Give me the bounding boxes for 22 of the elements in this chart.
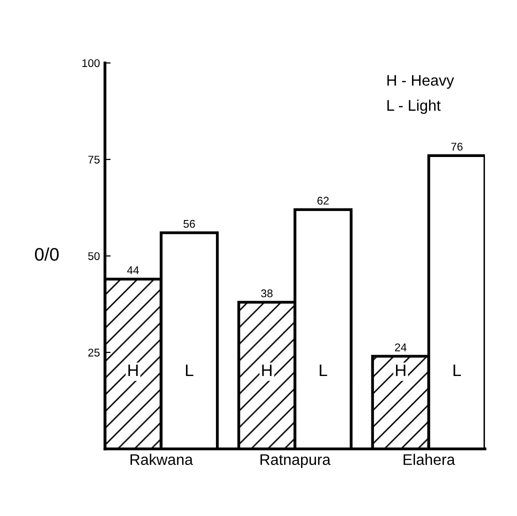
y-axis-title: 0/0 (34, 248, 59, 261)
y-tick-label: 75 (88, 156, 100, 164)
text: H (128, 364, 138, 376)
data-label: 24 (395, 343, 407, 352)
data-label: 56 (184, 220, 195, 228)
x-tick-label: Rakwana (130, 454, 193, 466)
y-tick-label: 100 (82, 59, 100, 68)
data-label: 76 (451, 142, 463, 151)
text: L (454, 364, 461, 376)
data-label: 38 (261, 289, 273, 298)
data-label: 44 (127, 266, 139, 274)
y-tick-label: 50 (88, 252, 100, 260)
annotation: H - Heavy (387, 75, 454, 89)
text: L (320, 364, 328, 376)
annotation: L - Light (387, 100, 441, 114)
x-tick-label: Ratnapura (260, 454, 331, 468)
series-label: H (396, 364, 406, 376)
series-label: L (186, 364, 194, 376)
data-label: 62 (317, 196, 329, 205)
y-tick-label: 25 (88, 348, 100, 357)
text: H (262, 364, 272, 376)
x-tick-label: Elahera (404, 454, 456, 466)
